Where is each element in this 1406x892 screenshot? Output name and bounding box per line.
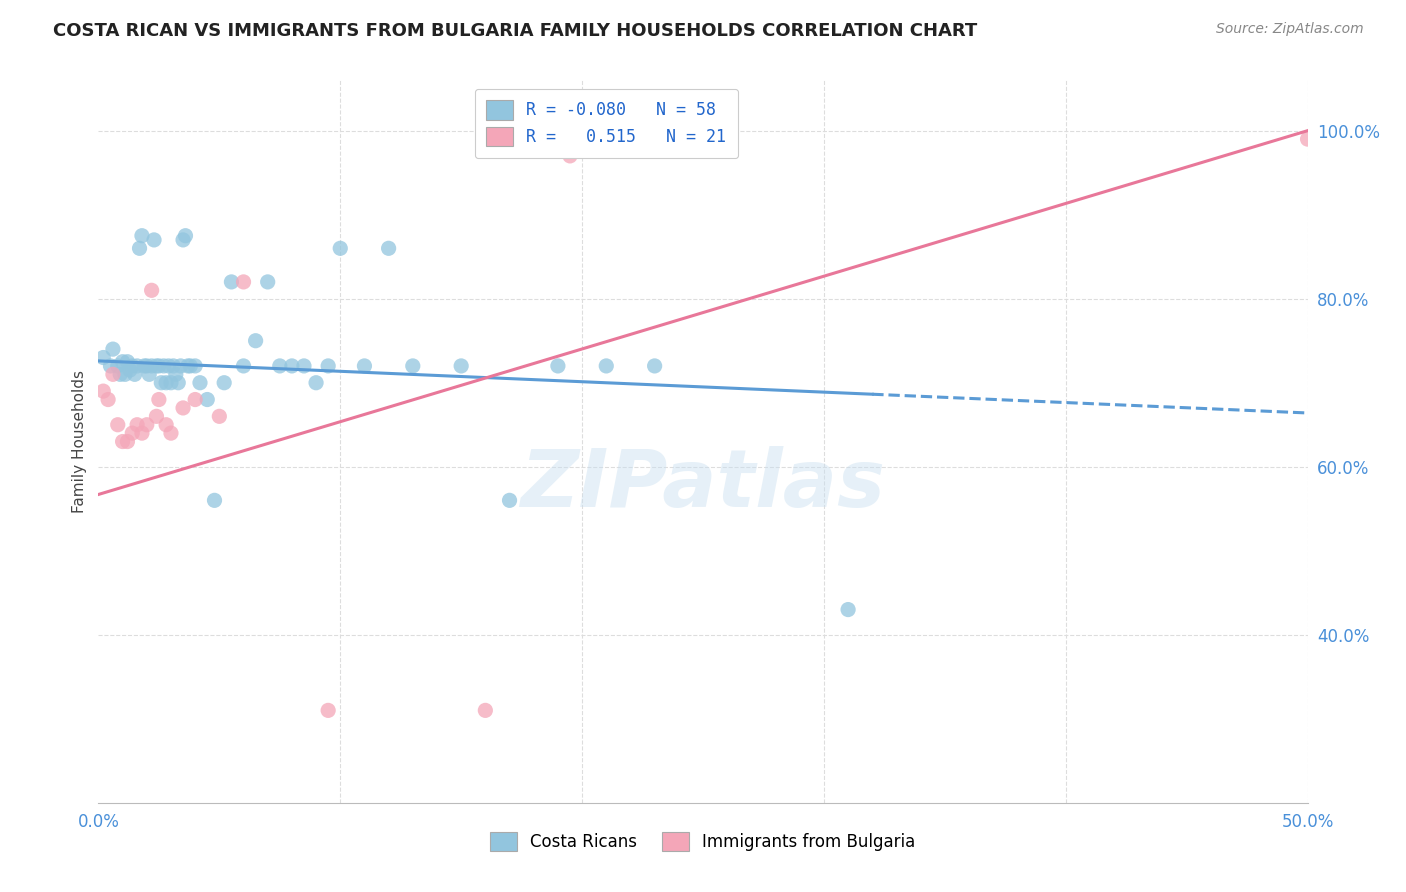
Point: [172, 233, 194, 247]
Point: [195, 392, 218, 407]
Point: [100, 359, 122, 373]
Point: [91, 351, 114, 365]
Point: [177, 359, 200, 373]
Point: [141, 359, 163, 373]
Point: [152, 359, 174, 373]
Point: [135, 417, 157, 432]
Point: [837, 602, 859, 616]
Point: [117, 355, 139, 369]
Point: [145, 359, 167, 373]
Point: [402, 359, 425, 373]
Point: [107, 417, 129, 432]
Point: [245, 334, 267, 348]
Point: [169, 359, 191, 373]
Point: [377, 241, 399, 255]
Point: [292, 359, 315, 373]
Point: [208, 409, 231, 424]
Point: [124, 368, 146, 382]
Point: [97, 392, 120, 407]
Point: [111, 434, 134, 449]
Point: [1296, 132, 1319, 146]
Point: [127, 359, 149, 373]
Y-axis label: Family Households: Family Households: [72, 370, 87, 513]
Point: [281, 359, 304, 373]
Point: [204, 493, 226, 508]
Point: [450, 359, 472, 373]
Point: [305, 376, 328, 390]
Point: [141, 283, 163, 297]
Point: [117, 434, 139, 449]
Point: [174, 228, 197, 243]
Point: [135, 359, 157, 373]
Point: [150, 376, 173, 390]
Point: [167, 376, 190, 390]
Point: [121, 359, 143, 373]
Point: [172, 401, 194, 415]
Point: [316, 359, 339, 373]
Point: [131, 426, 153, 441]
Point: [165, 368, 187, 382]
Point: [107, 359, 129, 373]
Point: [498, 493, 520, 508]
Point: [547, 359, 569, 373]
Point: [558, 149, 581, 163]
Point: [184, 359, 207, 373]
Point: [329, 241, 352, 255]
Point: [644, 359, 666, 373]
Point: [101, 342, 124, 356]
Point: [269, 359, 291, 373]
Text: Source: ZipAtlas.com: Source: ZipAtlas.com: [1216, 22, 1364, 37]
Point: [353, 359, 375, 373]
Point: [160, 376, 183, 390]
Point: [212, 376, 235, 390]
Point: [316, 703, 339, 717]
Point: [138, 368, 160, 382]
Point: [134, 359, 156, 373]
Point: [221, 275, 243, 289]
Point: [184, 392, 207, 407]
Point: [157, 359, 180, 373]
Text: ZIPatlas: ZIPatlas: [520, 446, 886, 524]
Point: [162, 359, 184, 373]
Point: [595, 359, 617, 373]
Point: [160, 426, 183, 441]
Point: [148, 392, 170, 407]
Legend: Costa Ricans, Immigrants from Bulgaria: Costa Ricans, Immigrants from Bulgaria: [482, 823, 924, 860]
Point: [232, 359, 254, 373]
Point: [131, 228, 153, 243]
Point: [111, 355, 134, 369]
Point: [474, 703, 496, 717]
Point: [188, 376, 211, 390]
Point: [155, 376, 177, 390]
Point: [232, 275, 254, 289]
Point: [101, 368, 124, 382]
Point: [128, 241, 150, 255]
Point: [127, 417, 149, 432]
Text: COSTA RICAN VS IMMIGRANTS FROM BULGARIA FAMILY HOUSEHOLDS CORRELATION CHART: COSTA RICAN VS IMMIGRANTS FROM BULGARIA …: [53, 22, 977, 40]
Point: [143, 233, 166, 247]
Point: [121, 426, 143, 441]
Point: [145, 409, 167, 424]
Point: [108, 368, 131, 382]
Point: [155, 417, 177, 432]
Point: [91, 384, 114, 398]
Point: [114, 368, 136, 382]
Point: [148, 359, 170, 373]
Point: [179, 359, 201, 373]
Point: [118, 363, 141, 377]
Point: [256, 275, 278, 289]
